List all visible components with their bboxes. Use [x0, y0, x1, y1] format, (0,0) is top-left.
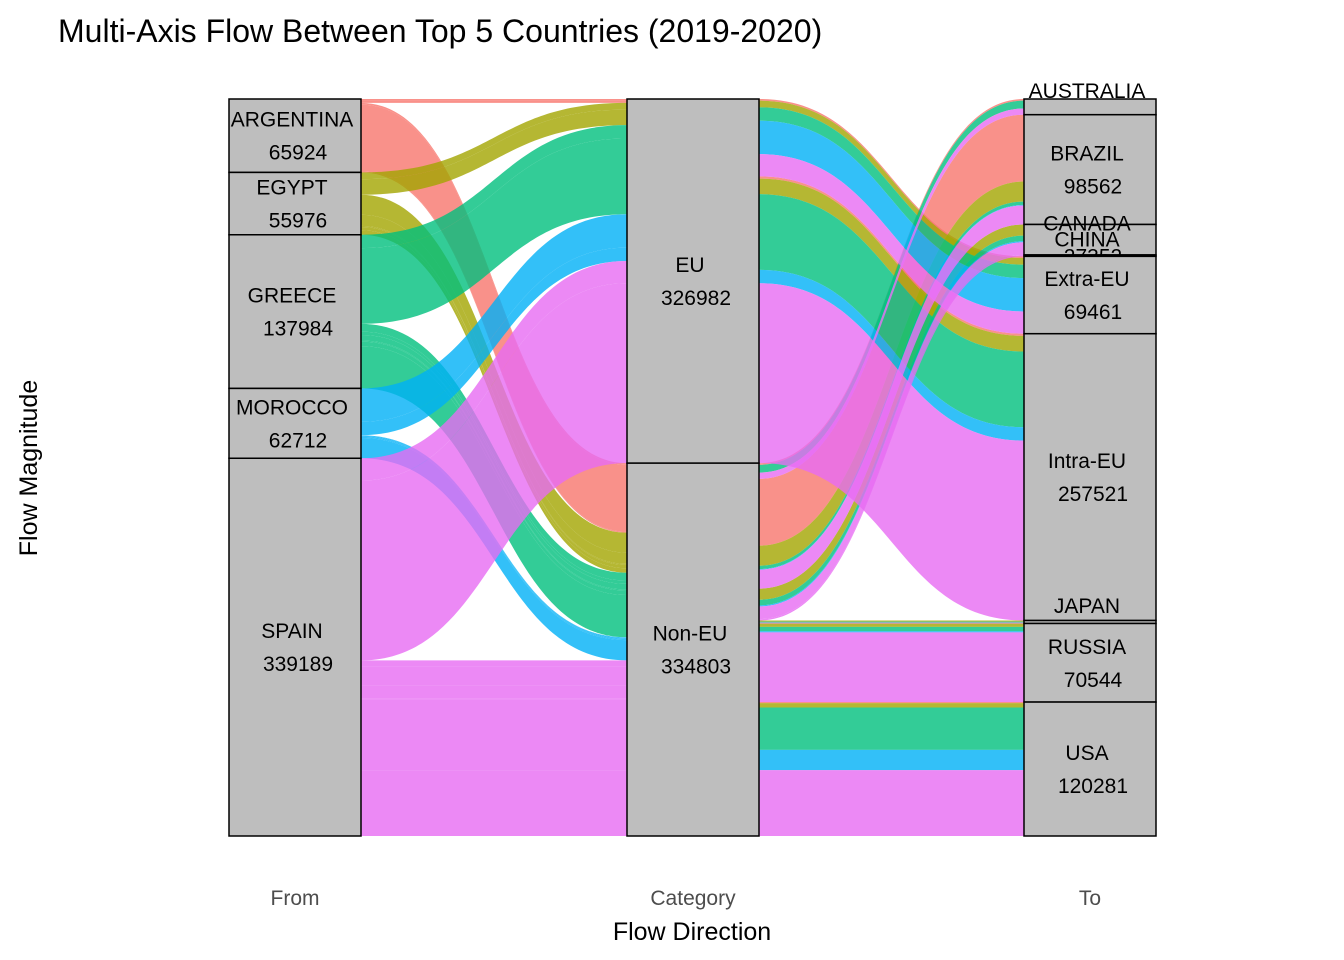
flow-spain-noneu-australia-seg1 [361, 660, 627, 667]
flow-ribbons [361, 99, 1024, 836]
stratum-label-egypt: EGYPT [256, 177, 327, 200]
stratum-from-spain [228, 457, 362, 837]
flow-spain-noneu-russia-seg2 [759, 632, 1024, 703]
flow-greece-noneu-japan-seg2 [759, 621, 1024, 623]
flow-argentina-eu-intraeu-seg2 [759, 176, 1024, 336]
stratum-to-intraeu [1023, 332, 1157, 622]
stratum-value-egypt: 55976 [269, 210, 327, 233]
flow-greece-noneu-australia-seg2 [759, 100, 1024, 473]
stratum-to-brazil [1023, 113, 1157, 226]
flow-argentina-eu-intraeu-seg1 [361, 100, 627, 103]
stratum-value-argentina: 65924 [269, 142, 328, 165]
x-tick-to: To [1079, 887, 1101, 910]
stratum-label-russia: RUSSIA [1048, 636, 1126, 659]
flow-spain-noneu-japan-seg1 [361, 699, 627, 701]
flow-argentina-eu-extraeu-seg2 [759, 99, 1024, 259]
flow-spain-eu-extraeu-seg2 [759, 154, 1024, 334]
stratum-label-morocco: MOROCCO [236, 396, 348, 419]
stratum-to-canada [1023, 223, 1157, 256]
flow-spain-eu-intraeu-seg1 [361, 283, 627, 661]
stratum-label-argentina: ARGENTINA [231, 109, 354, 132]
flow-egypt-noneu-japan-seg2 [759, 620, 1024, 622]
flow-greece-eu-intraeu-seg2 [759, 194, 1024, 428]
y-axis-title: Flow Magnitude [15, 380, 43, 556]
flow-egypt-eu-extraeu-seg1 [361, 102, 627, 180]
stratum-label-usa: USA [1065, 742, 1108, 765]
x-tick-from: From [271, 887, 320, 910]
flow-greece-noneu-russia-seg2 [759, 626, 1024, 632]
flow-morocco-noneu-usa-seg2 [759, 749, 1024, 771]
stratum-value-greece: 137984 [263, 318, 333, 341]
stratum-category-eu [626, 98, 760, 464]
flow-morocco-eu-extraeu-seg2 [759, 120, 1024, 312]
stratum-label-canada: CANADA [1043, 213, 1131, 236]
flow-argentina-noneu-usa-seg2 [759, 702, 1024, 704]
stratum-value-russia: 70544 [1064, 669, 1123, 692]
flow-egypt-eu-intraeu-seg1 [361, 109, 627, 195]
stratum-label-eu: EU [675, 254, 704, 277]
strata: ARGENTINA 65924 EGYPT 55976 GREECE 137984 MORO… [228, 80, 1157, 837]
flow-spain-noneu-canada-seg1 [361, 685, 627, 699]
flow-spain-eu-intraeu-seg2 [759, 283, 1024, 621]
stratum-value-spain: 339189 [263, 653, 333, 676]
flow-spain-noneu-usa-seg2 [759, 770, 1024, 836]
flow-spain-noneu-russia-seg1 [361, 700, 627, 771]
flow-morocco-noneu-russia-seg2 [759, 631, 1024, 633]
stratum-label-australia: AUSTRALIA [1029, 80, 1146, 103]
flow-spain-eu-extraeu-seg1 [361, 261, 627, 481]
stratum-value-brazil: 98562 [1064, 176, 1122, 199]
stratum-label-noneu: Non-EU [653, 623, 728, 646]
flow-spain-noneu-canada-seg2 [759, 242, 1024, 620]
x-axis-title: Flow Direction [613, 918, 771, 946]
flow-spain-noneu-australia-seg2 [759, 108, 1024, 479]
flow-spain-noneu-usa-seg1 [361, 770, 627, 836]
x-tick-category: Category [650, 887, 736, 910]
flow-argentina-eu-extraeu-seg1 [361, 99, 627, 101]
stratum-label-brazil: BRAZIL [1050, 143, 1124, 166]
flow-spain-noneu-japan-seg2 [759, 622, 1024, 624]
stratum-value-usa: 120281 [1058, 775, 1128, 798]
flow-greece-eu-extraeu-seg1 [361, 125, 627, 249]
stratum-from-argentina [228, 98, 362, 174]
stratum-from-greece [228, 234, 362, 390]
stratum-to-usa [1023, 701, 1157, 837]
flow-morocco-eu-intraeu-seg2 [759, 269, 1024, 441]
flow-spain-noneu-china-seg2 [759, 254, 1024, 621]
flow-greece-noneu-usa-seg2 [759, 707, 1024, 750]
flow-greece-eu-intraeu-seg1 [361, 138, 627, 324]
flow-egypt-noneu-russia-seg2 [759, 623, 1024, 627]
flow-morocco-eu-extraeu-seg1 [361, 214, 627, 422]
stratum-label-china: CHINA [1054, 229, 1119, 252]
stratum-value-morocco: 62712 [269, 429, 327, 452]
flow-egypt-eu-intraeu-seg2 [759, 178, 1024, 352]
flow-greece-eu-extraeu-seg2 [759, 107, 1024, 279]
flow-argentina-noneu-usa-seg1 [361, 171, 627, 533]
flow-spain-noneu-china-seg1 [361, 698, 627, 700]
stratum-value-intraeu: 257521 [1058, 483, 1128, 506]
stratum-value-noneu: 334803 [661, 656, 731, 679]
stratum-value-extraeu: 69461 [1064, 301, 1122, 324]
flow-egypt-eu-extraeu-seg2 [759, 100, 1024, 265]
stratum-label-intraeu: Intra-EU [1048, 450, 1126, 473]
stratum-to-extraeu [1023, 255, 1157, 335]
stratum-from-morocco [228, 387, 362, 460]
flow-egypt-noneu-usa-seg2 [759, 703, 1024, 708]
stratum-category-noneu [626, 462, 760, 837]
flow-spain-noneu-brazil-seg1 [361, 666, 627, 686]
flow-spain-noneu-brazil-seg2 [759, 205, 1024, 589]
stratum-label-japan: JAPAN [1054, 595, 1120, 618]
stratum-from-egypt [228, 171, 362, 236]
chart-title: Multi-Axis Flow Between Top 5 Countries … [58, 13, 822, 49]
stratum-label-greece: GREECE [248, 285, 337, 308]
stratum-value-eu: 326982 [661, 287, 731, 310]
flow-argentina-noneu-australia-seg1 [361, 102, 627, 465]
flow-morocco-eu-intraeu-seg1 [361, 247, 627, 436]
x-axis-ticks: From Category To [271, 887, 1102, 910]
stratum-to-russia [1023, 622, 1157, 703]
stratum-label-extraeu: Extra-EU [1044, 268, 1129, 291]
stratum-label-spain: SPAIN [261, 620, 322, 643]
